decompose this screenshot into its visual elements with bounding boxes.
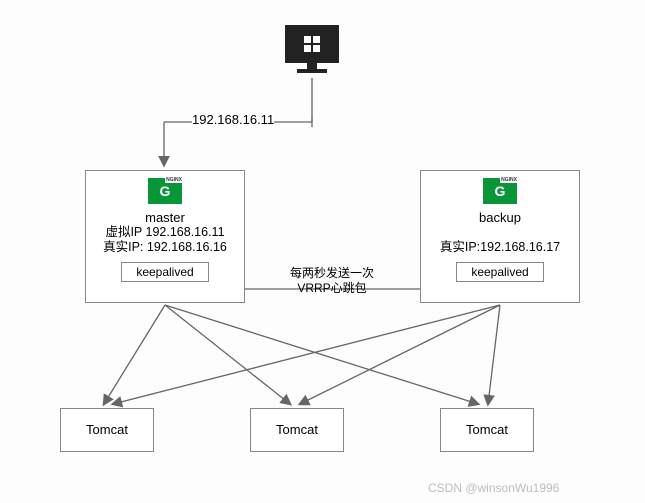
backup-server-node: G NGINX backup . 真实IP:192.168.16.17 keep… — [420, 170, 580, 303]
master-vip-line: 虚拟IP 192.168.16.11 — [86, 225, 244, 240]
watermark: CSDN @winsonWu1996 — [428, 481, 559, 495]
nginx-icon: G NGINX — [483, 178, 517, 204]
client-node — [284, 25, 340, 75]
backup-real-ip-line: 真实IP:192.168.16.17 — [421, 240, 579, 255]
nginx-brand-label: NGINX — [165, 177, 183, 183]
backup-role: backup — [421, 210, 579, 225]
nginx-badge-letter: G — [495, 183, 506, 199]
nginx-icon: G NGINX — [148, 178, 182, 204]
windows-monitor-icon — [285, 25, 339, 63]
vrrp-label: 每两秒发送一次 VRRP心跳包 — [290, 266, 374, 296]
nginx-brand-label: NGINX — [500, 177, 518, 183]
vip-label: 192.168.16.11 — [192, 112, 274, 127]
master-server-node: G NGINX master 虚拟IP 192.168.16.11 真实IP: … — [85, 170, 245, 303]
nginx-badge-letter: G — [160, 183, 171, 199]
backup-keepalived-box: keepalived — [456, 262, 543, 282]
master-role: master — [86, 210, 244, 225]
tomcat-node: Tomcat — [250, 408, 344, 452]
tomcat-node: Tomcat — [440, 408, 534, 452]
tomcat-node: Tomcat — [60, 408, 154, 452]
master-keepalived-box: keepalived — [121, 262, 208, 282]
master-real-ip-line: 真实IP: 192.168.16.16 — [86, 240, 244, 255]
